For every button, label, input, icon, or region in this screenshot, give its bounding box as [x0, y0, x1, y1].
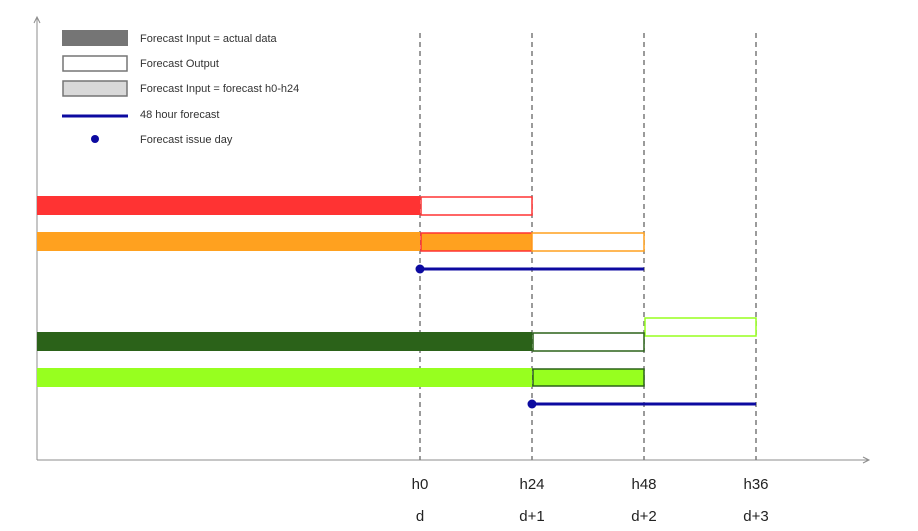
lime-actual-input-bar [37, 368, 532, 387]
lime-forecast-output-box [644, 317, 757, 337]
forecast-group-day-d [37, 196, 645, 274]
darkgreen-forecast-output-box [532, 332, 645, 352]
tick-hour-label: h36 [743, 476, 768, 493]
tick-day-label: d [416, 508, 424, 525]
tick-day-label: d+2 [631, 508, 656, 525]
darkgreen-actual-input-bar [37, 332, 532, 351]
time-guides [419, 33, 757, 460]
tick-hour-label: h0 [412, 476, 429, 493]
tick-day-label: d+1 [519, 508, 544, 525]
legend-label-actual-input: Forecast Input = actual data [140, 33, 278, 45]
tick-hour-label: h24 [519, 476, 544, 493]
legend-swatch-forecast-output [62, 55, 128, 72]
legend-label-forecast-output: Forecast Output [140, 58, 219, 70]
lime-forecast-input-box [532, 368, 645, 387]
y-axis-arrow [33, 15, 41, 24]
legend-label-forecast-input: Forecast Input = forecast h0-h24 [140, 83, 299, 95]
red-actual-input-bar [37, 196, 420, 215]
legend-label-48h-forecast: 48 hour forecast [140, 109, 220, 121]
orange-actual-input-bar [37, 232, 420, 251]
legend-swatch-issue-dot [91, 135, 99, 143]
tick-hour-label: h48 [631, 476, 656, 493]
legend: Forecast Input = actual data Forecast Ou… [62, 30, 299, 146]
forecast-issue-dot-d [415, 264, 425, 274]
orange-forecast-output-box [531, 232, 645, 252]
x-axis-arrow [862, 456, 871, 464]
x-tick-labels: h0 h24 h48 h36 d d+1 d+2 d+3 [412, 476, 769, 525]
tick-day-label: d+3 [743, 508, 768, 525]
red-forecast-output-box [420, 196, 533, 216]
forecast-issue-dot-d1 [527, 399, 537, 409]
orange-forecast-input-box [420, 232, 533, 252]
legend-swatch-actual-input [62, 30, 128, 46]
forecast-group-day-d1 [37, 317, 757, 409]
legend-swatch-forecast-input [62, 80, 128, 97]
legend-label-issue-day: Forecast issue day [140, 134, 233, 146]
